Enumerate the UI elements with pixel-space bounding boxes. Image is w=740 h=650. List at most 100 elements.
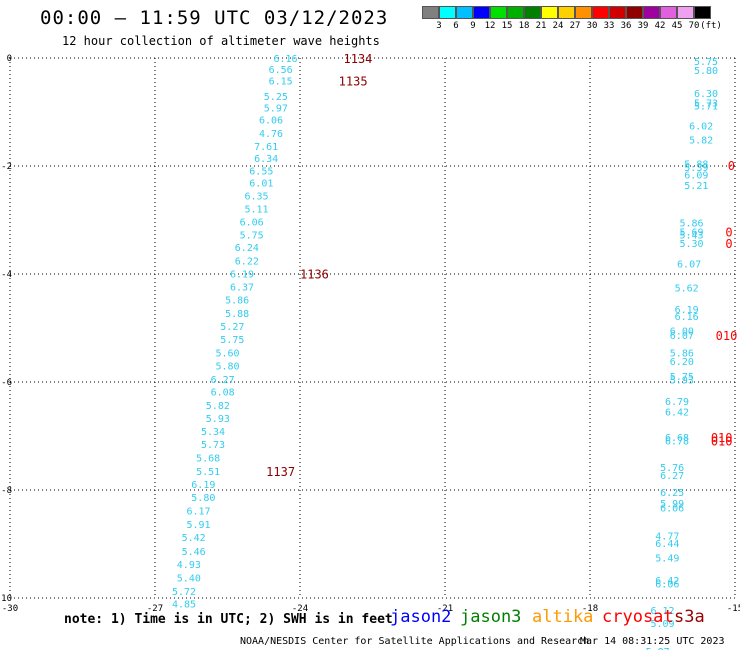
wave-height-point: 5.30 (679, 239, 703, 250)
scale-swatch (524, 6, 541, 19)
color-scale (422, 6, 711, 19)
wave-height-point: 6.06 (259, 116, 283, 127)
scale-label: 27 (569, 21, 581, 31)
pass-time-label: 1137 (266, 465, 295, 479)
pass-time-label: 010 (711, 434, 733, 448)
wave-height-point: 5.76 (660, 463, 684, 474)
wave-height-point: 5.75 (670, 372, 694, 383)
color-scale-labels: 3 6 9 12 15 18 21 24 27 30 33 36 39 42 45 70 (ft) (422, 21, 740, 33)
wave-height-point: 6.02 (689, 122, 713, 133)
scale-swatch (558, 6, 575, 19)
x-tick-label: -15 (727, 604, 740, 614)
scale-swatch (609, 6, 626, 19)
scale-label: 6 (453, 21, 459, 31)
wave-height-point: 5.40 (177, 573, 201, 584)
wave-height-point: 6.00 (670, 327, 694, 338)
scale-label: 15 (501, 21, 513, 31)
wave-height-point: 6.12 (650, 606, 674, 617)
map-subtitle: 12 hour collection of altimeter wave hei… (62, 34, 380, 48)
wave-height-point: 5.71 (694, 102, 718, 113)
wave-height-point: 6.06 (655, 579, 679, 590)
y-tick-label: 0 (7, 54, 12, 64)
scale-label: 30 (586, 21, 598, 31)
wave-height-point: 6.78 (665, 436, 689, 447)
wave-height-point: 6.16 (675, 312, 699, 323)
y-tick-label: -4 (1, 270, 12, 280)
mission-legend-s3a: s3a (674, 607, 705, 627)
wave-height-point: 5.80 (215, 361, 239, 372)
wave-height-point: 4.77 (655, 531, 679, 542)
map-title: 00:00 — 11:59 UTC 03/12/2023 (40, 7, 389, 29)
wave-height-point: 5.09 (650, 619, 674, 630)
wave-height-point: 6.27 (211, 375, 235, 386)
wave-height-point: 6.20 (670, 357, 694, 368)
wave-height-point: 6.56 (269, 65, 293, 76)
wave-height-point: 5.99 (660, 499, 684, 510)
scale-swatch (422, 6, 439, 19)
scale-swatch (456, 6, 473, 19)
y-tick-label: -6 (1, 378, 12, 388)
wave-height-point: 6.37 (230, 282, 254, 293)
wave-height-point: 5.69 (679, 227, 703, 238)
pass-time-label: 0 (725, 237, 732, 251)
wave-height-point: 6.01 (249, 179, 273, 190)
scale-swatch (643, 6, 660, 19)
x-tick-label: -18 (582, 604, 598, 614)
scale-swatch (660, 6, 677, 19)
wave-height-point: 6.42 (665, 408, 689, 419)
x-tick-label: -21 (437, 604, 453, 614)
wave-height-point: 5.62 (675, 284, 699, 295)
wave-height-point: 6.08 (211, 388, 235, 399)
x-tick-label: -24 (292, 604, 308, 614)
wave-height-point: 5.34 (201, 427, 225, 438)
scale-label: 18 (518, 21, 530, 31)
scale-label: 33 (603, 21, 615, 31)
wave-height-point: 6.19 (230, 269, 254, 280)
wave-height-point: 5.21 (684, 181, 708, 192)
mission-legend-cryosat: cryosat (602, 607, 674, 627)
scale-label: 42 (654, 21, 666, 31)
mission-legend-altika: altika (532, 607, 594, 627)
pass-time-label: 010 (716, 329, 738, 343)
wave-height-point: 5.43 (679, 231, 703, 242)
pass-time-label: 0 (725, 225, 732, 239)
wave-height-point: 5.93 (206, 414, 230, 425)
y-tick-label: -8 (1, 486, 12, 496)
wave-height-point: 5.25 (264, 92, 288, 103)
scale-label: 45 (671, 21, 683, 31)
scale-swatch (473, 6, 490, 19)
wave-height-point: 5.27 (220, 322, 244, 333)
wave-height-point: 5.72 (172, 587, 196, 598)
generated-timestamp: Mar 14 08:31:25 UTC 2023 (580, 636, 725, 647)
wave-height-point: 6.34 (254, 154, 278, 165)
wave-height-point: 6.22 (235, 257, 259, 268)
wave-height-point: 5.68 (196, 454, 220, 465)
wave-height-point: 6.09 (684, 171, 708, 182)
wave-height-point: 5.73 (694, 98, 718, 109)
scale-swatch (507, 6, 524, 19)
pass-time-label: 0 (728, 159, 735, 173)
wave-height-point: 5.87 (646, 647, 670, 650)
wave-height-point: 5.42 (182, 533, 206, 544)
wave-height-point: 5.88 (684, 159, 708, 170)
footer-note: note: 1) Time is in UTC; 2) SWH is in fe… (64, 612, 393, 627)
wave-height-point: 6.15 (269, 77, 293, 88)
wave-height-point: 5.86 (225, 295, 249, 306)
y-tick-label: -2 (1, 162, 12, 172)
scale-swatch (439, 6, 456, 19)
wave-height-point: 5.75 (220, 335, 244, 346)
wave-height-point: 6.19 (675, 305, 699, 316)
wave-height-point: 6.25 (660, 488, 684, 499)
pass-time-label: 010 (711, 431, 733, 445)
wave-height-point: 5.93 (670, 375, 694, 386)
wave-height-point: 5.80 (694, 66, 718, 77)
wave-height-point: 6.35 (244, 192, 268, 203)
wave-height-point: 5.11 (244, 205, 268, 216)
wave-height-point: 5.49 (655, 554, 679, 565)
y-tick-label: -10 (0, 594, 12, 604)
scale-swatch (694, 6, 711, 19)
wave-height-point: 6.30 (694, 89, 718, 100)
pass-time-label: 1136 (300, 267, 329, 281)
wave-height-point: 5.39 (684, 163, 708, 174)
